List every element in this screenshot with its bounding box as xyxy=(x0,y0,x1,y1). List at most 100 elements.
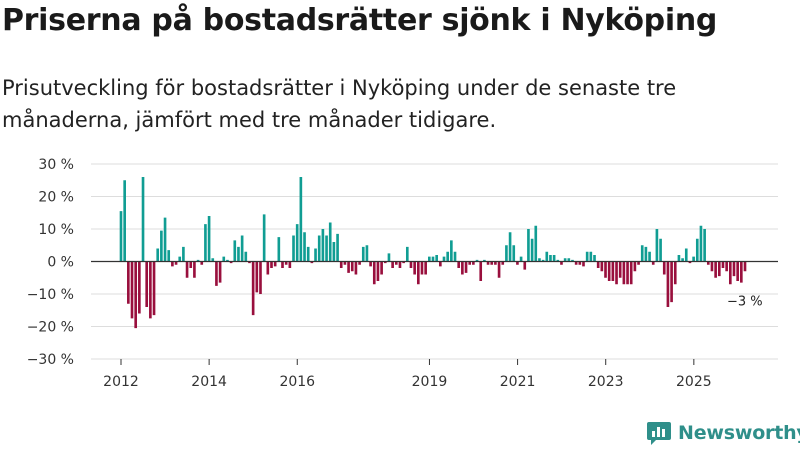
bar xyxy=(453,251,457,262)
bar xyxy=(651,261,655,265)
bar xyxy=(325,235,328,262)
x-tick-label: 2019 xyxy=(412,374,448,390)
bar xyxy=(695,238,699,262)
bar xyxy=(354,261,358,275)
bar xyxy=(486,261,490,265)
bar xyxy=(152,261,156,316)
bar xyxy=(145,261,149,307)
bar xyxy=(736,261,739,281)
bar xyxy=(259,261,262,294)
bar xyxy=(281,261,284,268)
bar xyxy=(317,235,321,262)
bar xyxy=(527,229,530,262)
bar xyxy=(270,261,273,268)
bar xyxy=(523,261,527,270)
bar xyxy=(457,261,461,268)
bar xyxy=(508,232,512,262)
bar xyxy=(703,229,706,262)
bar xyxy=(229,261,233,264)
x-tick-label: 2016 xyxy=(279,374,315,390)
bar xyxy=(383,261,387,264)
bar xyxy=(134,261,138,329)
bar xyxy=(439,261,442,267)
bar xyxy=(589,251,593,262)
bar xyxy=(387,253,391,262)
bar xyxy=(483,259,486,262)
bar xyxy=(571,259,574,262)
bar xyxy=(248,261,251,264)
bar xyxy=(369,261,372,267)
chart-title: Priserna på bostadsrätter sjönk i Nyköpi… xyxy=(2,3,718,38)
bar xyxy=(538,258,541,262)
bar xyxy=(622,261,626,285)
bar xyxy=(391,261,394,268)
bar xyxy=(629,261,633,285)
bar xyxy=(328,222,332,262)
bar xyxy=(240,235,244,262)
bar xyxy=(321,229,325,262)
bar xyxy=(288,261,292,268)
bar xyxy=(196,259,200,262)
bar xyxy=(336,233,339,262)
bar xyxy=(648,251,651,262)
bar xyxy=(160,230,163,262)
bar xyxy=(490,261,494,265)
last-value-annotation: −3 % xyxy=(727,294,763,309)
bar xyxy=(167,250,171,262)
chart-subtitle: Prisutveckling för bostadsrätter i Nyköp… xyxy=(2,76,677,132)
bar xyxy=(516,261,519,265)
bar xyxy=(618,261,622,278)
bar xyxy=(339,261,343,268)
y-tick-label: 30 % xyxy=(38,157,74,173)
bar xyxy=(666,261,670,307)
bar xyxy=(428,256,431,262)
bar xyxy=(292,235,295,262)
bar xyxy=(699,225,703,262)
bar xyxy=(226,259,229,262)
bar xyxy=(677,255,681,262)
y-tick-label: 10 % xyxy=(38,222,74,238)
bar xyxy=(743,261,747,272)
bar xyxy=(633,261,637,272)
bar xyxy=(611,261,615,281)
bar xyxy=(545,251,549,262)
bar xyxy=(127,261,130,304)
bar xyxy=(604,261,607,278)
x-tick-label: 2023 xyxy=(588,374,624,390)
bar xyxy=(446,251,450,262)
bar xyxy=(673,261,677,285)
bar xyxy=(501,261,505,265)
bar xyxy=(655,229,659,262)
bar xyxy=(721,261,725,268)
bar xyxy=(556,259,560,262)
bar xyxy=(295,224,299,262)
bar xyxy=(552,255,556,262)
bar xyxy=(585,251,589,262)
bar xyxy=(218,261,222,283)
bar xyxy=(306,246,310,262)
bar xyxy=(402,261,405,264)
bar xyxy=(350,261,354,272)
bar xyxy=(431,256,435,262)
bar xyxy=(607,261,611,281)
bar xyxy=(567,258,571,262)
bar xyxy=(563,258,567,262)
bar xyxy=(200,261,204,265)
bar xyxy=(578,261,582,265)
y-tick-label: −20 % xyxy=(27,320,74,336)
bar xyxy=(343,261,347,265)
bar xyxy=(138,261,141,314)
bar xyxy=(593,255,596,262)
bar xyxy=(450,240,453,262)
y-tick-label: −10 % xyxy=(27,287,74,303)
bar xyxy=(732,261,736,277)
bar xyxy=(435,255,438,262)
bar xyxy=(193,261,196,278)
bar xyxy=(684,248,688,262)
bar xyxy=(706,261,710,265)
bar xyxy=(582,261,585,267)
bar xyxy=(475,259,479,262)
bar xyxy=(424,261,427,275)
bar xyxy=(211,258,215,262)
bar xyxy=(479,261,483,281)
